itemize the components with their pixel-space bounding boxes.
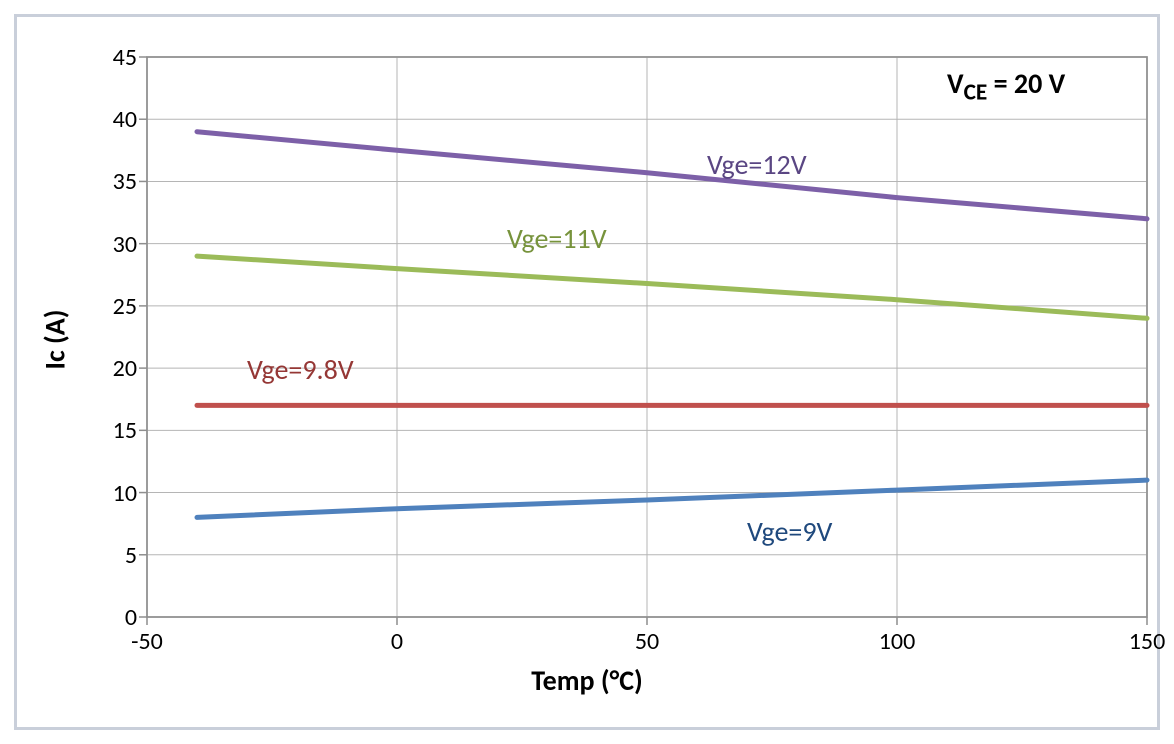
y-tick-label: 30	[97, 230, 137, 259]
y-tick-label: 35	[97, 167, 137, 196]
series-label-vge12: Vge=12V	[707, 147, 807, 182]
series-label-vge9: Vge=9V	[747, 514, 832, 549]
x-tick-label: 150	[1117, 627, 1174, 656]
y-tick-label: 40	[97, 105, 137, 134]
x-tick-label: 50	[617, 627, 677, 656]
condition-annotation: VCE = 20 V	[947, 66, 1065, 107]
y-tick-label: 10	[97, 479, 137, 508]
x-tick-label: 100	[867, 627, 927, 656]
x-tick-label: 0	[367, 627, 427, 656]
y-tick-label: 15	[97, 416, 137, 445]
series-label-vge9_8: Vge=9.8V	[247, 352, 354, 387]
series-vge12	[197, 132, 1147, 219]
chart-frame: Ic (A) Temp (°C) VCE = 20 V Vge=12V Vge=…	[14, 14, 1160, 730]
y-tick-label: 20	[97, 354, 137, 383]
series-label-vge11: Vge=11V	[507, 221, 607, 256]
series-vge9	[197, 480, 1147, 517]
series-vge11	[197, 256, 1147, 318]
y-tick-label: 45	[97, 43, 137, 72]
x-axis-title: Temp (°C)	[17, 663, 1157, 698]
y-tick-label: 25	[97, 292, 137, 321]
y-axis-title: Ic (A)	[38, 310, 73, 370]
chart-plot	[17, 17, 1157, 727]
y-tick-label: 5	[97, 541, 137, 570]
y-tick-label: 0	[97, 603, 137, 632]
